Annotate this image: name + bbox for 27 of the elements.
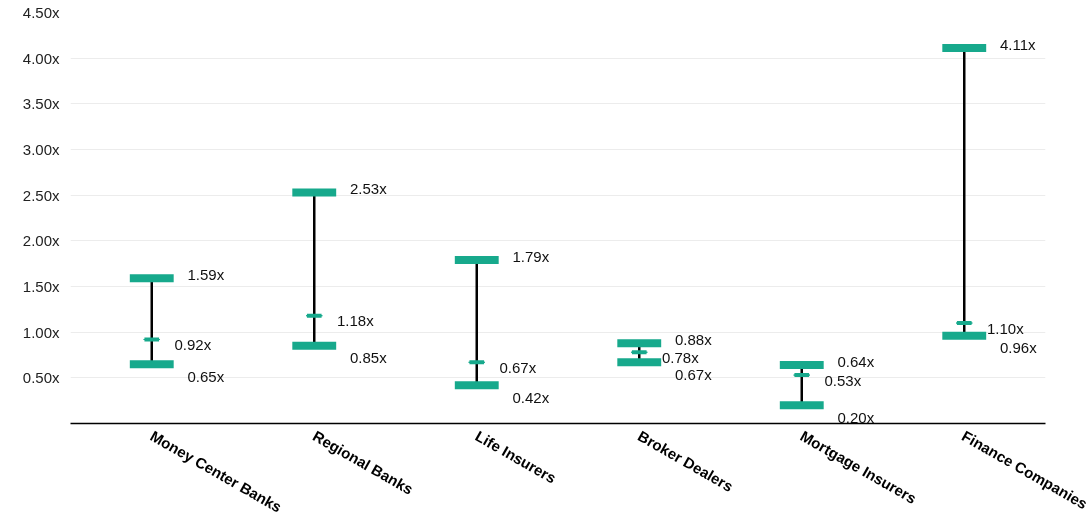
text: 1.79x [512, 247, 550, 265]
y-tick-label: 3.50x [22, 95, 60, 113]
text: 0.42x [512, 388, 550, 406]
text: 0.92x [174, 335, 212, 353]
text: 0.67x [499, 358, 537, 376]
y-tick-label: 1.00x [22, 323, 60, 341]
text: 4.11x [1000, 35, 1036, 53]
y-tick-label: 0.50x [22, 369, 60, 387]
text: 0.88x [675, 330, 712, 348]
text: 1.18x [337, 312, 374, 330]
text: 0.78x [662, 348, 699, 366]
text: 0.67x [675, 365, 712, 383]
text: 0.85x [350, 349, 387, 367]
text: 0.20x [837, 408, 875, 426]
text: 0.53x [824, 371, 862, 389]
y-tick-label: 2.50x [22, 186, 60, 204]
text: 0.65x [187, 367, 225, 385]
y-tick-label: 4.50x [22, 4, 60, 21]
text: 2.53x [350, 179, 387, 197]
y-tick-label: 2.00x [22, 232, 60, 250]
y-tick-label: 3.00x [22, 141, 60, 158]
y-tick-label: 1.50x [22, 278, 60, 295]
y-tick-label: 4.00x [22, 49, 60, 67]
text: 0.64x [837, 352, 875, 370]
text: 1.59x [187, 265, 225, 283]
text: 0.96x [1000, 339, 1037, 357]
text: 1.10x [987, 319, 1024, 337]
